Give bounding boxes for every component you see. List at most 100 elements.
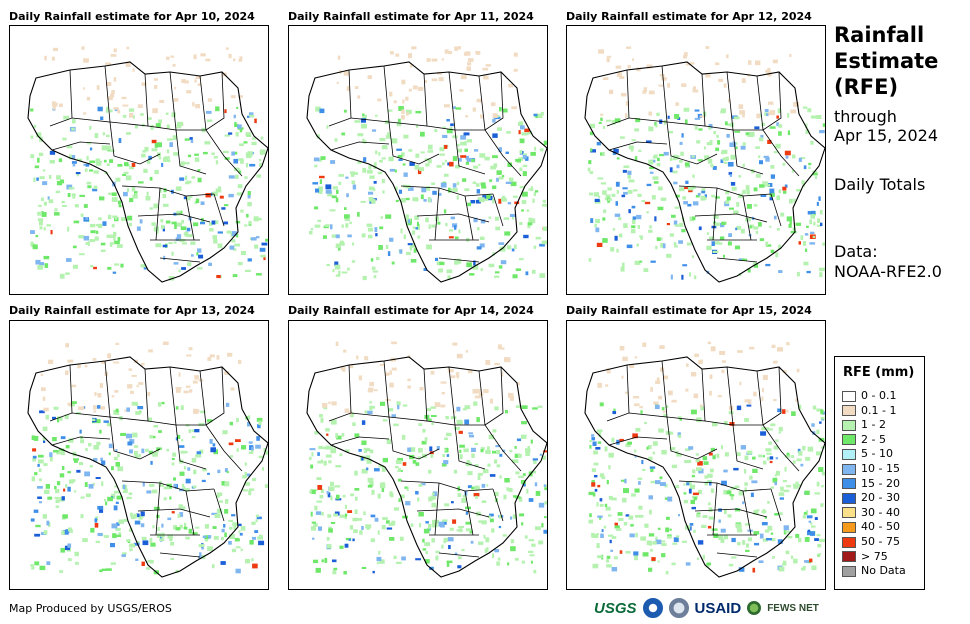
legend-swatch (842, 565, 856, 577)
rainfall-map (584, 341, 825, 578)
legend-item: No Data (842, 564, 906, 577)
country-border (732, 424, 764, 470)
country-border (155, 482, 161, 536)
rainfall-cells (30, 341, 268, 575)
through-date-value: Apr 15, 2024 (834, 126, 939, 145)
legend-swatch (842, 492, 856, 504)
map-title-line3: (RFE) (834, 75, 899, 99)
country-border (330, 436, 390, 446)
legend-swatch (842, 536, 856, 548)
country-border (51, 141, 111, 151)
country-border (175, 424, 207, 470)
legend-item: 0 - 0.1 (842, 389, 896, 402)
country-border (330, 141, 390, 151)
africa-coastline (27, 61, 268, 283)
country-border (666, 121, 718, 165)
country-border (109, 416, 161, 460)
country-border (608, 141, 668, 151)
country-border (678, 480, 772, 492)
country-border (137, 508, 211, 518)
country-border (438, 552, 480, 558)
country-border (121, 185, 215, 197)
country-border (464, 490, 474, 536)
country-border (492, 193, 504, 227)
country-border (454, 424, 486, 470)
through-date: through Apr 15, 2024 (834, 107, 938, 145)
legend-swatch (842, 434, 856, 446)
africa-coastline (584, 61, 825, 283)
legend-swatch (842, 419, 856, 431)
nasa-seal-icon (668, 598, 689, 618)
legend-swatch (842, 478, 856, 490)
africa-coastline (584, 356, 825, 578)
usaid-logo: USAID (694, 599, 742, 617)
legend-label: > 75 (861, 549, 888, 563)
country-border (388, 368, 428, 422)
through-label: through (834, 107, 897, 126)
country-border (484, 71, 504, 131)
country-border (416, 508, 490, 518)
country-border (185, 195, 195, 241)
country-border (49, 364, 73, 422)
legend-item: 15 - 20 (842, 477, 900, 490)
country-border (328, 69, 352, 127)
fews-globe-icon (747, 601, 762, 615)
country-border (400, 480, 494, 492)
country-border (71, 65, 111, 123)
country-border (213, 488, 225, 522)
country-border (608, 436, 668, 446)
country-border (454, 129, 486, 175)
rainfall-cells (588, 341, 825, 575)
legend-label: 20 - 30 (861, 491, 900, 505)
legend-item: 0.1 - 1 (842, 404, 896, 417)
rainfall-cells (587, 46, 825, 280)
country-border (770, 193, 782, 227)
country-border (716, 257, 758, 263)
rainfall-map (306, 341, 547, 578)
country-border (438, 257, 480, 263)
country-border (109, 73, 149, 127)
legend-item: 2 - 5 (842, 433, 886, 446)
country-border (484, 424, 522, 472)
legend-swatch (842, 448, 856, 460)
country-border (492, 488, 504, 522)
map-title-line1: Rainfall (834, 23, 925, 47)
country-border (484, 129, 522, 177)
country-border (666, 416, 718, 460)
legend-item: 1 - 2 (842, 418, 886, 431)
legend-swatch (842, 507, 856, 519)
country-border (712, 187, 718, 241)
rainfall-map (27, 46, 268, 283)
legend-label: 30 - 40 (861, 505, 900, 519)
country-border (464, 195, 474, 241)
legend-swatch (842, 390, 856, 402)
legend-swatch (842, 521, 856, 533)
partner-logos: USGS USAID FEWS NET (594, 598, 819, 618)
legend-label: 5 - 10 (861, 447, 893, 461)
legend-item: 10 - 15 (842, 462, 900, 475)
country-border (434, 187, 440, 241)
country-border (350, 65, 390, 123)
legend-label: 10 - 15 (861, 462, 900, 475)
fews-net-logo: FEWS NET (767, 602, 819, 614)
country-border (434, 482, 440, 536)
panel-title-apr13: Daily Rainfall estimate for Apr 13, 2024 (9, 304, 255, 317)
panel-title-apr10: Daily Rainfall estimate for Apr 10, 2024 (9, 10, 255, 23)
country-border (770, 488, 782, 522)
country-border (762, 424, 800, 472)
totals-label: Daily Totals (834, 175, 926, 194)
country-border (388, 121, 440, 165)
country-border (137, 213, 211, 223)
rainfall-cells (309, 46, 547, 281)
legend-label: 50 - 75 (861, 535, 900, 548)
country-border (159, 552, 201, 558)
legend-item: > 75 (842, 550, 888, 563)
legend-swatch (842, 463, 856, 475)
country-border (185, 490, 195, 536)
legend-label: 15 - 20 (861, 476, 900, 490)
country-border (742, 490, 752, 536)
legend-label: 40 - 50 (861, 520, 900, 534)
country-border (742, 195, 752, 241)
map-apr14 (288, 320, 548, 590)
country-border (213, 193, 225, 227)
